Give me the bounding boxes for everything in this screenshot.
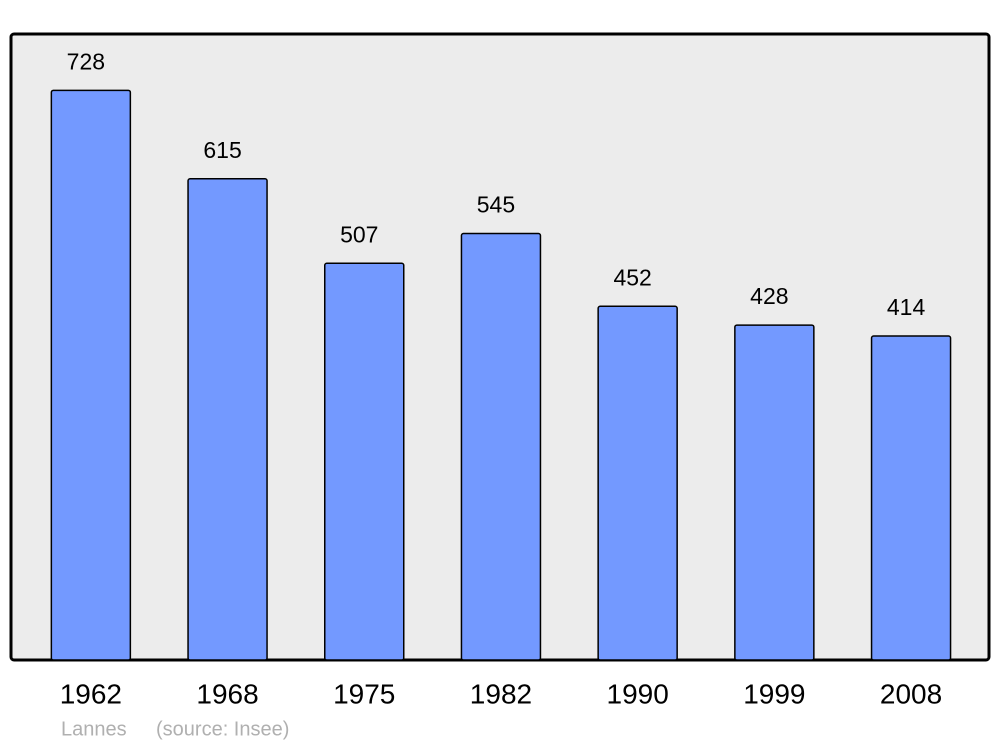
x-tick-label: 2008 xyxy=(880,678,942,709)
bar xyxy=(870,335,952,661)
bar xyxy=(187,178,268,661)
bar xyxy=(324,262,405,661)
value-label: 615 xyxy=(203,137,241,163)
x-tick-label: 1990 xyxy=(607,678,669,709)
value-label: 452 xyxy=(613,264,651,290)
bar xyxy=(734,324,815,661)
value-label: 545 xyxy=(477,192,515,218)
bar xyxy=(50,89,132,661)
value-label: 728 xyxy=(67,48,105,74)
x-tick-label: 1975 xyxy=(333,678,395,709)
x-tick-label: 1982 xyxy=(470,678,532,709)
value-label: 414 xyxy=(887,294,926,320)
bar xyxy=(460,232,542,661)
x-tick-label: 1999 xyxy=(743,678,805,709)
x-tick-label: 1962 xyxy=(60,678,122,709)
x-tick-label: 1968 xyxy=(196,678,258,709)
bar xyxy=(597,305,678,661)
source: (source: Insee) xyxy=(156,718,289,740)
value-label: 507 xyxy=(340,221,378,247)
value-label: 428 xyxy=(750,283,788,309)
caption: Lannes xyxy=(61,718,127,740)
